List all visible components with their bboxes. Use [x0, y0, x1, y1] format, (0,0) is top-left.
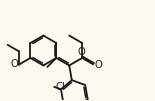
- Text: O: O: [10, 59, 18, 69]
- Text: O: O: [95, 60, 103, 70]
- Text: Cl: Cl: [55, 82, 65, 92]
- Text: O: O: [78, 47, 85, 57]
